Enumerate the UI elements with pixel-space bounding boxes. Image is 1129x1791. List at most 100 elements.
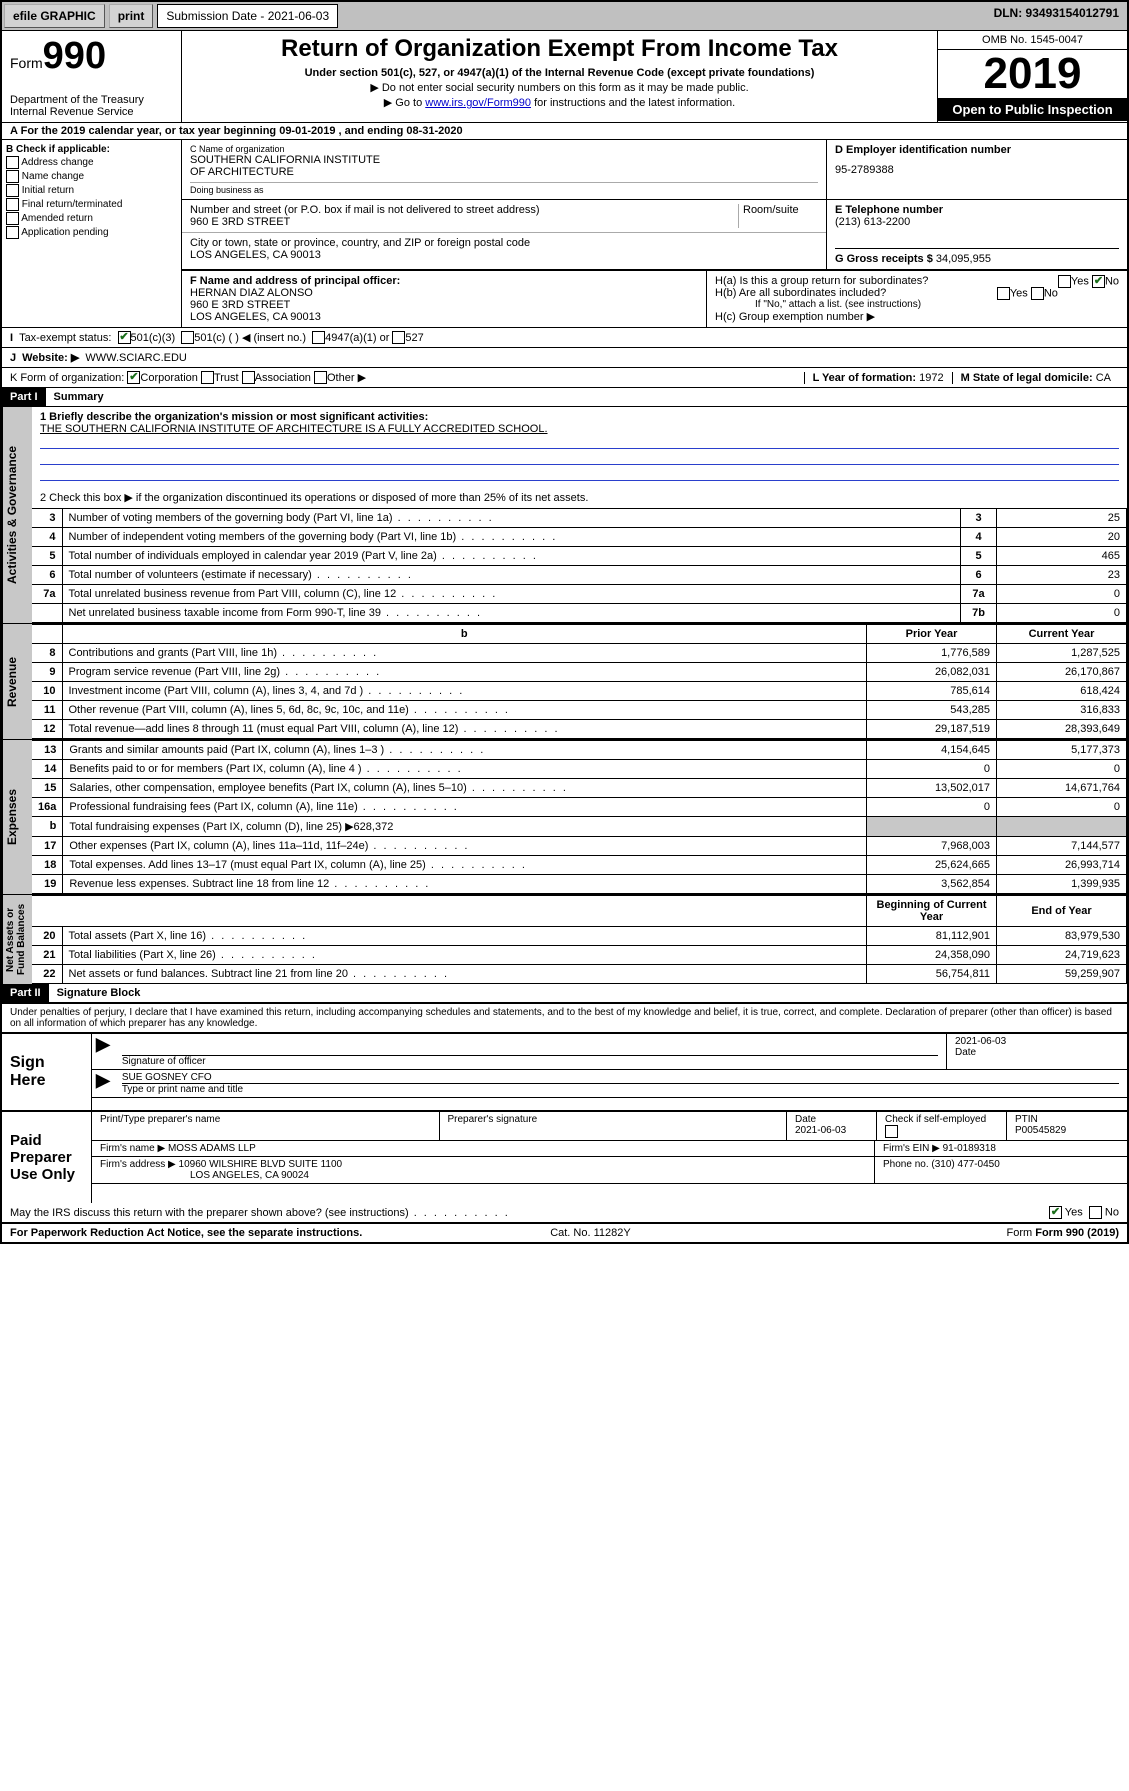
- chk-self-employed[interactable]: [885, 1125, 898, 1138]
- sig-arrow-icon: ▶: [92, 1034, 114, 1069]
- print-button[interactable]: print: [109, 4, 154, 28]
- form-header: Form990 Department of the Treasury Inter…: [2, 31, 1127, 123]
- table-row: 8Contributions and grants (Part VIII, li…: [32, 644, 1127, 663]
- table-row: 9Program service revenue (Part VIII, lin…: [32, 663, 1127, 682]
- table-row: 20Total assets (Part X, line 16)81,112,9…: [32, 927, 1127, 946]
- table-row: 11Other revenue (Part VIII, column (A), …: [32, 701, 1127, 720]
- ssn-note: ▶ Do not enter social security numbers o…: [190, 81, 929, 94]
- discuss-row: May the IRS discuss this return with the…: [2, 1203, 1127, 1223]
- tax-status-row: ITax-exempt status: 501(c)(3) 501(c) ( )…: [2, 328, 1127, 348]
- governance-table: 3Number of voting members of the governi…: [32, 508, 1127, 623]
- netassets-table: Beginning of Current YearEnd of Year 20T…: [32, 895, 1127, 984]
- perjury-statement: Under penalties of perjury, I declare th…: [2, 1003, 1127, 1032]
- group-return-box: H(a) Is this a group return for subordin…: [707, 271, 1127, 327]
- chk-name[interactable]: Name change: [6, 170, 177, 183]
- efile-button[interactable]: efile GRAPHIC: [4, 4, 105, 28]
- mission-block: 1 Briefly describe the organization's mi…: [32, 407, 1127, 487]
- form-title: Return of Organization Exempt From Incom…: [190, 35, 929, 63]
- sign-here-block: Sign Here ▶ Signature of officer 2021-06…: [2, 1032, 1127, 1110]
- table-row: 16aProfessional fundraising fees (Part I…: [32, 798, 1127, 817]
- chk-assoc[interactable]: [242, 371, 255, 384]
- paid-preparer-block: Paid Preparer Use Only Print/Type prepar…: [2, 1110, 1127, 1203]
- form-subtitle: Under section 501(c), 527, or 4947(a)(1)…: [190, 67, 929, 79]
- chk-other[interactable]: [314, 371, 327, 384]
- table-row: bTotal fundraising expenses (Part IX, co…: [32, 817, 1127, 837]
- header-center: Return of Organization Exempt From Incom…: [182, 31, 937, 122]
- table-row: 14Benefits paid to or for members (Part …: [32, 760, 1127, 779]
- table-row: 5Total number of individuals employed in…: [32, 547, 1127, 566]
- table-row: 22Net assets or fund balances. Subtract …: [32, 965, 1127, 984]
- vtab-revenue: Revenue: [2, 624, 32, 739]
- address-box: Number and street (or P.O. box if mail i…: [182, 200, 827, 269]
- table-row: 19Revenue less expenses. Subtract line 1…: [32, 875, 1127, 894]
- box-b: B Check if applicable: Address change Na…: [2, 140, 182, 327]
- sign-here-label: Sign Here: [2, 1034, 92, 1110]
- expenses-table: 13Grants and similar amounts paid (Part …: [32, 740, 1127, 894]
- goto-note: ▶ Go to www.irs.gov/Form990 for instruct…: [190, 96, 929, 109]
- chk-hb-no[interactable]: [1031, 287, 1044, 300]
- form-990-page: efile GRAPHIC print Submission Date - 20…: [0, 0, 1129, 1244]
- phone-box: E Telephone number (213) 613-2200 G Gros…: [827, 200, 1127, 269]
- line2: 2 Check this box ▶ if the organization d…: [32, 487, 1127, 508]
- chk-discuss-yes[interactable]: [1049, 1206, 1062, 1219]
- table-row: 17Other expenses (Part IX, column (A), l…: [32, 837, 1127, 856]
- part1-header: Part I Summary: [2, 388, 1127, 407]
- chk-amended[interactable]: Amended return: [6, 212, 177, 225]
- chk-address[interactable]: Address change: [6, 156, 177, 169]
- form-prefix: Form: [10, 55, 43, 71]
- page-footer: For Paperwork Reduction Act Notice, see …: [2, 1223, 1127, 1242]
- tax-period: A For the 2019 calendar year, or tax yea…: [2, 123, 1127, 140]
- chk-initial[interactable]: Initial return: [6, 184, 177, 197]
- officer-box: F Name and address of principal officer:…: [182, 271, 707, 327]
- sig-arrow-icon: ▶: [92, 1070, 114, 1097]
- chk-discuss-no[interactable]: [1089, 1206, 1102, 1219]
- table-row: 6Total number of volunteers (estimate if…: [32, 566, 1127, 585]
- vtab-governance: Activities & Governance: [2, 407, 32, 623]
- chk-527[interactable]: [392, 331, 405, 344]
- box-cd: C Name of organization SOUTHERN CALIFORN…: [182, 140, 1127, 327]
- submission-date: Submission Date - 2021-06-03: [157, 4, 338, 28]
- chk-final[interactable]: Final return/terminated: [6, 198, 177, 211]
- vtab-expenses: Expenses: [2, 740, 32, 894]
- irs-link[interactable]: www.irs.gov/Form990: [425, 97, 531, 109]
- chk-501c3[interactable]: [118, 331, 131, 344]
- dln-label: DLN: 93493154012791: [986, 2, 1127, 30]
- table-row: 3Number of voting members of the governi…: [32, 509, 1127, 528]
- table-row: 18Total expenses. Add lines 13–17 (must …: [32, 856, 1127, 875]
- tax-year: 2019: [938, 50, 1127, 98]
- org-name-box: C Name of organization SOUTHERN CALIFORN…: [182, 140, 827, 199]
- netassets-section: Net Assets or Fund Balances Beginning of…: [2, 894, 1127, 984]
- ein-box: D Employer identification number 95-2789…: [827, 140, 1127, 199]
- part2-header: Part II Signature Block: [2, 984, 1127, 1003]
- table-row: 4Number of independent voting members of…: [32, 528, 1127, 547]
- expenses-section: Expenses 13Grants and similar amounts pa…: [2, 739, 1127, 894]
- chk-501c[interactable]: [181, 331, 194, 344]
- vtab-netassets: Net Assets or Fund Balances: [2, 895, 32, 984]
- chk-corp[interactable]: [127, 371, 140, 384]
- revenue-table: bPrior YearCurrent Year 8Contributions a…: [32, 624, 1127, 739]
- chk-ha-yes[interactable]: [1058, 275, 1071, 288]
- table-row: Net unrelated business taxable income fr…: [32, 604, 1127, 623]
- website-row: JWebsite: ▶ WWW.SCIARC.EDU: [2, 348, 1127, 368]
- table-row: 21Total liabilities (Part X, line 26)24,…: [32, 946, 1127, 965]
- table-row: 15Salaries, other compensation, employee…: [32, 779, 1127, 798]
- chk-ha-no[interactable]: [1092, 275, 1105, 288]
- dept-label: Department of the Treasury Internal Reve…: [10, 94, 173, 118]
- inspection-badge: Open to Public Inspection: [938, 98, 1127, 121]
- chk-4947[interactable]: [312, 331, 325, 344]
- table-row: 13Grants and similar amounts paid (Part …: [32, 741, 1127, 760]
- top-toolbar: efile GRAPHIC print Submission Date - 20…: [2, 2, 1127, 31]
- header-right: OMB No. 1545-0047 2019 Open to Public In…: [937, 31, 1127, 122]
- table-row: 12Total revenue—add lines 8 through 11 (…: [32, 720, 1127, 739]
- chk-pending[interactable]: Application pending: [6, 226, 177, 239]
- header-left: Form990 Department of the Treasury Inter…: [2, 31, 182, 122]
- chk-hb-yes[interactable]: [997, 287, 1010, 300]
- org-form-row: K Form of organization: Corporation Trus…: [2, 368, 1127, 388]
- info-grid: B Check if applicable: Address change Na…: [2, 140, 1127, 328]
- revenue-section: Revenue bPrior YearCurrent Year 8Contrib…: [2, 623, 1127, 739]
- omb-number: OMB No. 1545-0047: [938, 31, 1127, 50]
- chk-trust[interactable]: [201, 371, 214, 384]
- governance-section: Activities & Governance 1 Briefly descri…: [2, 407, 1127, 623]
- form-number: 990: [43, 35, 106, 77]
- table-row: 7aTotal unrelated business revenue from …: [32, 585, 1127, 604]
